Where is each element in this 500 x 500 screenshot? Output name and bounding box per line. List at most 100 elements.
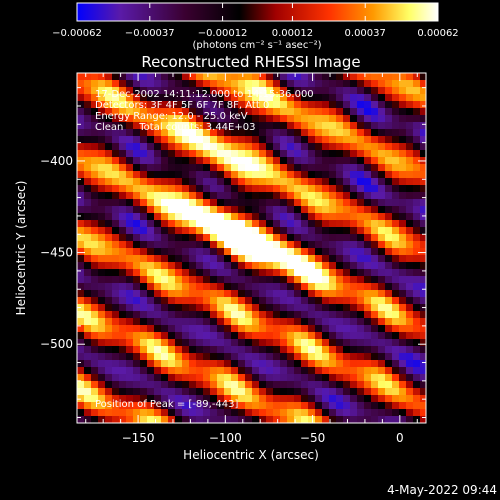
heatmap-cell (406, 213, 414, 221)
heatmap-cell (238, 157, 246, 165)
heatmap-cell (238, 87, 246, 95)
heatmap-cell (84, 290, 92, 298)
heatmap-cell (133, 171, 141, 179)
heatmap-cell (91, 234, 99, 242)
heatmap-cell (105, 311, 113, 319)
heatmap-cell (336, 87, 344, 95)
heatmap-cell (273, 360, 281, 368)
heatmap-cell (273, 178, 281, 186)
heatmap-cell (308, 269, 316, 277)
heatmap-cell (105, 220, 113, 228)
heatmap-cell (119, 262, 127, 270)
heatmap-cell (133, 94, 141, 102)
heatmap-cell (182, 73, 190, 81)
heatmap-cell (210, 108, 218, 116)
heatmap-cell (315, 171, 323, 179)
heatmap-cell (350, 248, 358, 256)
heatmap-cell (357, 143, 365, 151)
heatmap-cell (308, 115, 316, 123)
heatmap-cell (217, 402, 225, 410)
heatmap-cell (357, 360, 365, 368)
heatmap-cell (371, 122, 379, 130)
heatmap-cell (329, 220, 337, 228)
heatmap-cell (140, 136, 148, 144)
heatmap-cell (413, 108, 421, 116)
heatmap-cell (105, 402, 113, 410)
heatmap-cell (245, 409, 253, 417)
heatmap-cell (182, 143, 190, 151)
heatmap-cell (175, 304, 183, 312)
heatmap-cell (392, 129, 400, 137)
heatmap-cell (84, 206, 92, 214)
heatmap-cell (266, 248, 274, 256)
heatmap-cell (280, 367, 288, 375)
heatmap-cell (105, 304, 113, 312)
heatmap-cell (350, 185, 358, 193)
heatmap-cell (231, 374, 239, 382)
heatmap-cell (84, 388, 92, 396)
heatmap-cell (399, 227, 407, 235)
heatmap-cell (161, 185, 169, 193)
heatmap-cell (105, 374, 113, 382)
heatmap-cell (126, 332, 134, 340)
heatmap-cell (245, 80, 253, 88)
heatmap-cell (301, 255, 309, 263)
heatmap-cell (343, 318, 351, 326)
heatmap-cell (252, 213, 260, 221)
heatmap-cell (245, 283, 253, 291)
heatmap-cell (133, 220, 141, 228)
heatmap-cell (217, 311, 225, 319)
heatmap-cell (420, 248, 426, 256)
heatmap-cell (301, 143, 309, 151)
heatmap-cell (175, 241, 183, 249)
heatmap-cell (126, 290, 134, 298)
heatmap-cell (287, 150, 295, 158)
heatmap-cell (301, 290, 309, 298)
heatmap-cell (364, 87, 372, 95)
heatmap-cell (84, 73, 92, 81)
heatmap-cell (105, 234, 113, 242)
heatmap-cell (161, 402, 169, 410)
heatmap-cell (301, 122, 309, 130)
heatmap-cell (168, 115, 176, 123)
heatmap-cell (126, 143, 134, 151)
heatmap-cell (175, 290, 183, 298)
heatmap-cell (224, 122, 232, 130)
heatmap-cell (350, 122, 358, 130)
heatmap-cell (364, 150, 372, 158)
heatmap-cell (287, 339, 295, 347)
heatmap-cell (161, 241, 169, 249)
heatmap-cell (385, 87, 393, 95)
heatmap-cell (84, 367, 92, 375)
heatmap-cell (154, 255, 162, 263)
heatmap-cell (126, 353, 134, 361)
heatmap-cell (273, 87, 281, 95)
heatmap-cell (245, 339, 253, 347)
heatmap-cell (364, 143, 372, 151)
heatmap-cell (217, 241, 225, 249)
heatmap-cell (336, 339, 344, 347)
heatmap-cell (280, 150, 288, 158)
heatmap-cell (294, 101, 302, 109)
heatmap-cell (420, 136, 426, 144)
heatmap-cell (238, 388, 246, 396)
heatmap-cell (301, 157, 309, 165)
heatmap-cell (420, 227, 426, 235)
heatmap-cell (126, 360, 134, 368)
heatmap-cell (91, 346, 99, 354)
heatmap-cell (322, 87, 330, 95)
heatmap-cell (147, 353, 155, 361)
heatmap-cell (385, 101, 393, 109)
heatmap-cell (385, 381, 393, 389)
heatmap-cell (112, 304, 120, 312)
heatmap-cell (287, 304, 295, 312)
heatmap-cell (287, 129, 295, 137)
heatmap-cell (182, 388, 190, 396)
heatmap-cell (385, 304, 393, 312)
heatmap-cell (84, 402, 92, 410)
heatmap-cell (385, 402, 393, 410)
heatmap-cell (140, 101, 148, 109)
heatmap-cell (119, 346, 127, 354)
heatmap-cell (406, 150, 414, 158)
heatmap-cell (252, 262, 260, 270)
